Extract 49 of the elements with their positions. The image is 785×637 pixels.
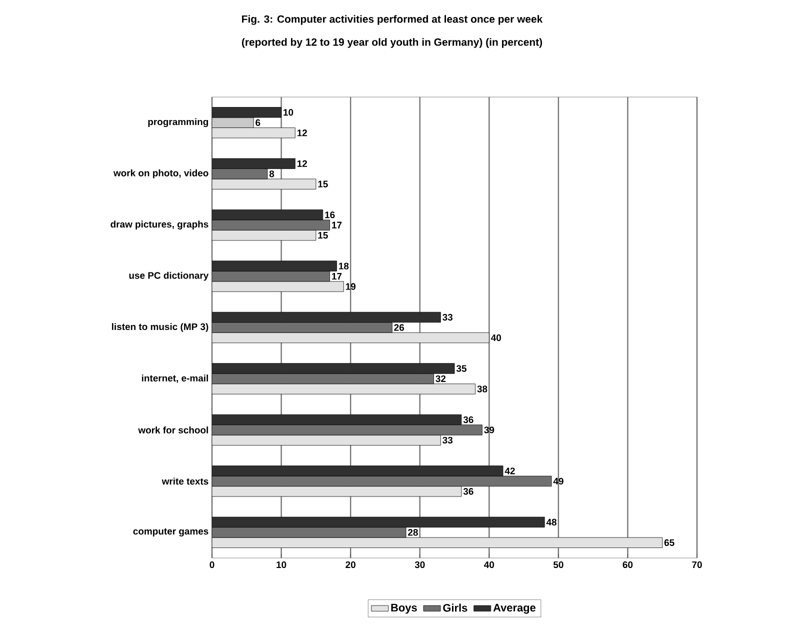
data-label: 65 xyxy=(664,539,674,546)
data-label: 6 xyxy=(256,119,260,126)
data-label: 49 xyxy=(553,478,564,485)
data-label: 15 xyxy=(318,232,328,239)
data-label: 17 xyxy=(332,222,342,228)
x-tick-label: 50 xyxy=(553,561,564,568)
data-label: 33 xyxy=(442,436,453,444)
x-tick-label: 70 xyxy=(692,561,702,568)
chart-subtitle: (reported by 12 to 19 year old youth in Germany) (in percent) xyxy=(242,38,542,48)
x-tick-label: 0 xyxy=(210,561,214,568)
data-label: 16 xyxy=(325,211,335,218)
data-label: 18 xyxy=(339,262,349,270)
data-label: 40 xyxy=(490,334,501,342)
y-tick-label: listen to music (MP 3) xyxy=(112,323,208,332)
x-tick-label: 40 xyxy=(484,561,494,568)
data-label: 15 xyxy=(318,180,328,188)
data-label: 17 xyxy=(332,273,342,280)
x-tick-label: 10 xyxy=(276,561,286,568)
data-label: 42 xyxy=(504,468,515,474)
data-label: 32 xyxy=(436,375,446,382)
data-label: 35 xyxy=(456,365,466,372)
data-label: 8 xyxy=(269,170,274,178)
legend-label: Boys xyxy=(391,604,417,614)
data-label: 36 xyxy=(463,416,474,424)
data-label: 38 xyxy=(477,386,488,392)
y-tick-label: use PC dictionary xyxy=(129,272,209,281)
data-label: 10 xyxy=(284,109,294,116)
data-label: 33 xyxy=(442,314,453,321)
y-tick-label: work on photo, video xyxy=(113,169,208,178)
data-label: 26 xyxy=(394,324,404,331)
legend-label: Average xyxy=(493,604,536,614)
y-tick-label: programming xyxy=(148,118,208,128)
data-label: 36 xyxy=(463,488,474,495)
y-tick-label: draw pictures, graphs xyxy=(110,220,208,230)
data-label: 12 xyxy=(297,130,307,136)
chart-title: Fig. 3: Computer activities performed at least once per week xyxy=(242,15,543,25)
y-tick-label: computer games xyxy=(133,528,208,536)
data-label: 19 xyxy=(346,283,356,290)
data-label: 48 xyxy=(546,518,556,526)
data-label: 39 xyxy=(484,426,494,434)
x-tick-label: 60 xyxy=(622,561,633,568)
y-tick-label: work for school xyxy=(138,426,208,434)
y-tick-label: write texts xyxy=(162,478,208,485)
x-tick-label: 30 xyxy=(414,561,425,568)
x-tick-label: 20 xyxy=(346,561,356,568)
data-label: 28 xyxy=(408,529,418,536)
data-label: 12 xyxy=(297,160,307,167)
legend-label: Girls xyxy=(443,604,468,612)
y-tick-label: internet, e-mail xyxy=(142,374,208,383)
